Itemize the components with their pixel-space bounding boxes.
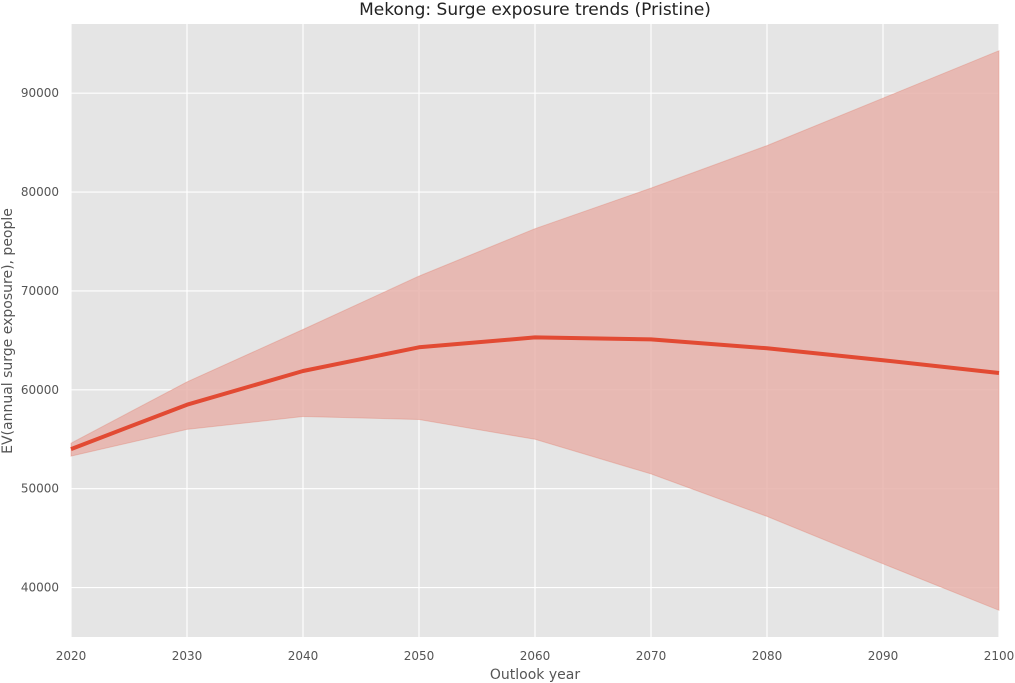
- y-axis-ticks: 40000 50000 60000 70000 80000 90000: [21, 86, 59, 594]
- x-tick-label: 2020: [56, 649, 87, 663]
- y-tick-label: 50000: [21, 482, 59, 496]
- x-tick-label: 2070: [636, 649, 667, 663]
- x-tick-label: 2040: [288, 649, 319, 663]
- x-axis-ticks: 2020 2030 2040 2050 2060 2070 2080 2090 2100: [56, 649, 1015, 663]
- x-tick-label: 2030: [172, 649, 203, 663]
- y-tick-label: 60000: [21, 383, 59, 397]
- x-tick-label: 2100: [984, 649, 1015, 663]
- confidence-band: [70, 49, 1000, 612]
- x-tick-label: 2090: [868, 649, 899, 663]
- y-tick-label: 80000: [21, 185, 59, 199]
- x-axis-label: Outlook year: [490, 667, 580, 683]
- y-axis-label: EV(annual surge exposure), people: [0, 208, 16, 454]
- y-tick-label: 70000: [21, 284, 59, 298]
- chart-title: Mekong: Surge exposure trends (Pristine): [359, 0, 711, 20]
- y-tick-label: 90000: [21, 86, 59, 100]
- x-tick-label: 2050: [404, 649, 435, 663]
- y-tick-label: 40000: [21, 581, 59, 595]
- series-line: [70, 335, 1000, 451]
- x-tick-label: 2080: [752, 649, 783, 663]
- x-tick-label: 2060: [520, 649, 551, 663]
